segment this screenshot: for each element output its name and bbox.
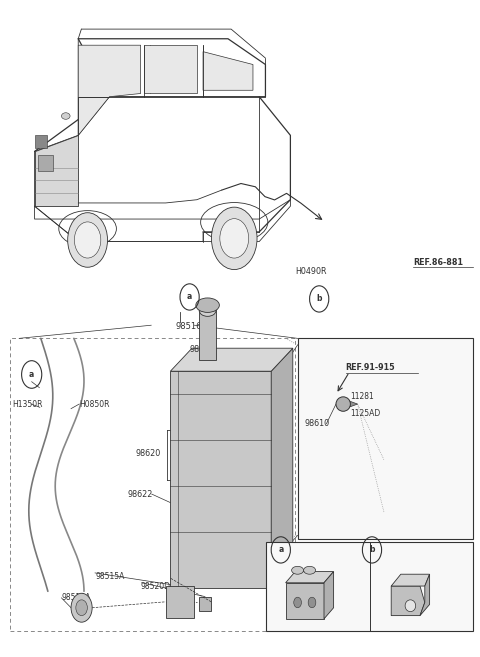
Ellipse shape: [220, 219, 249, 258]
Text: 11281: 11281: [350, 392, 374, 401]
Text: 98516: 98516: [175, 322, 202, 331]
Text: a: a: [187, 292, 192, 302]
Ellipse shape: [196, 298, 219, 313]
Text: 98520D: 98520D: [140, 582, 170, 591]
Polygon shape: [170, 348, 293, 371]
Polygon shape: [35, 135, 47, 148]
Polygon shape: [286, 572, 334, 583]
Bar: [199, 311, 216, 360]
Circle shape: [71, 593, 92, 622]
Bar: [199, 597, 211, 611]
Polygon shape: [37, 154, 53, 171]
Polygon shape: [391, 574, 430, 586]
Ellipse shape: [61, 113, 70, 120]
Polygon shape: [170, 371, 271, 588]
Text: b: b: [316, 294, 322, 304]
Circle shape: [308, 597, 316, 608]
Text: 98515A: 98515A: [95, 572, 124, 581]
Bar: [298, 338, 473, 539]
Ellipse shape: [199, 305, 216, 317]
Text: 1125AD: 1125AD: [350, 409, 381, 418]
Text: a: a: [278, 545, 283, 555]
Circle shape: [294, 597, 301, 608]
Text: a: a: [29, 370, 34, 379]
Text: 81199: 81199: [384, 545, 409, 555]
Ellipse shape: [211, 207, 257, 269]
Text: 98623: 98623: [190, 345, 215, 354]
Text: 98620: 98620: [135, 449, 161, 458]
Text: b: b: [369, 545, 375, 555]
Ellipse shape: [74, 222, 101, 258]
Circle shape: [76, 600, 87, 616]
Text: REF.86-881: REF.86-881: [413, 258, 463, 267]
Text: 98510A: 98510A: [61, 593, 91, 602]
Text: 98622: 98622: [127, 489, 153, 499]
Text: H1350R: H1350R: [12, 399, 43, 409]
Bar: [266, 542, 473, 631]
Polygon shape: [35, 135, 78, 206]
Polygon shape: [144, 45, 197, 93]
Bar: [10, 338, 295, 631]
Ellipse shape: [292, 566, 304, 574]
Polygon shape: [271, 348, 293, 588]
Polygon shape: [350, 401, 358, 407]
Polygon shape: [420, 574, 430, 616]
Ellipse shape: [405, 600, 416, 612]
Text: H0850R: H0850R: [79, 399, 110, 409]
Text: REF.91-915: REF.91-915: [346, 363, 395, 373]
Polygon shape: [78, 45, 141, 135]
Text: H0490R: H0490R: [295, 267, 327, 276]
Polygon shape: [324, 572, 334, 619]
Bar: [166, 586, 194, 618]
Ellipse shape: [336, 397, 350, 411]
Polygon shape: [286, 583, 324, 619]
Ellipse shape: [304, 566, 316, 574]
Text: 98970: 98970: [293, 545, 318, 555]
Ellipse shape: [68, 213, 108, 267]
Polygon shape: [203, 52, 253, 90]
Text: 98610: 98610: [305, 419, 330, 428]
Polygon shape: [391, 586, 425, 616]
